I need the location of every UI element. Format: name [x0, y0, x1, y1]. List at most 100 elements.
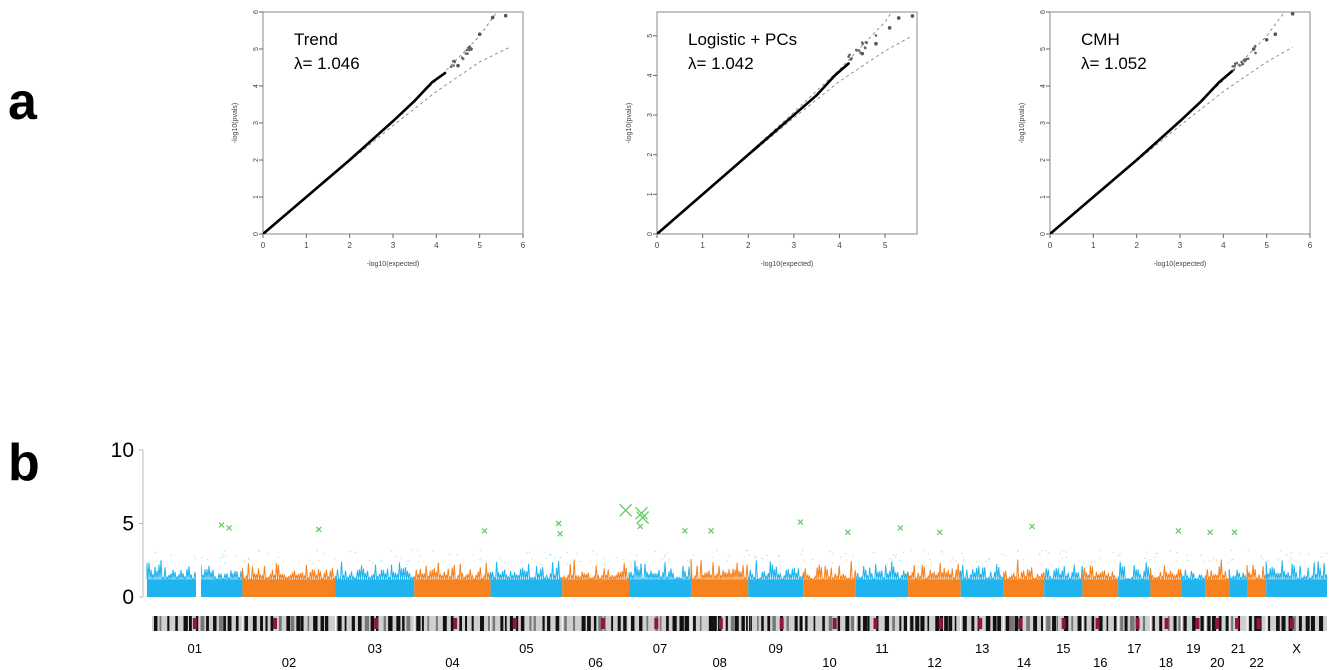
x-tick-label: 5 [883, 241, 888, 250]
ideogram-band [383, 616, 386, 631]
ideogram-band [1084, 616, 1087, 631]
snp-point [1047, 552, 1049, 554]
snp-point [456, 553, 458, 556]
snp-point [745, 550, 748, 552]
ideogram-band [573, 616, 576, 631]
ideogram-band [1046, 616, 1051, 631]
snp-point [567, 562, 569, 565]
snp-point [1059, 552, 1061, 555]
chromosome-series-19 [1180, 554, 1206, 597]
y-tick-label: 5 [253, 47, 260, 51]
lower-confidence-bound [263, 46, 511, 234]
ideogram-band [167, 616, 170, 631]
snp-band [691, 579, 749, 597]
ideogram-band [520, 616, 525, 631]
chromosome-label: X [1292, 641, 1301, 656]
significant-hit [226, 524, 233, 531]
snp-point [800, 553, 803, 556]
significant-hit [708, 527, 715, 534]
ideogram-band [799, 616, 803, 631]
ideogram-band [260, 616, 263, 631]
snp-point [603, 564, 605, 566]
chromosome-label: 04 [445, 655, 459, 670]
snp-point [345, 551, 347, 553]
chromosome-label: 16 [1093, 655, 1107, 670]
snp-spikes [802, 560, 857, 582]
significant-hit [481, 527, 488, 534]
ideogram-band [708, 616, 714, 631]
snp-point [422, 561, 424, 563]
ideogram-band [1298, 616, 1302, 631]
snp-point [636, 554, 638, 556]
snp-point [156, 561, 158, 563]
snp-spikes [747, 560, 804, 582]
x-tick-label: 0 [1048, 241, 1053, 250]
significant-hit [1207, 529, 1214, 536]
snp-point [693, 554, 695, 556]
ideogram-band [406, 616, 411, 631]
chromosome-series-07 [628, 551, 693, 597]
ideogram-band [244, 616, 248, 631]
x-axis-label: -log10(expected) [761, 261, 814, 268]
y-tick-label: 4 [647, 73, 654, 77]
snp-point [334, 558, 336, 560]
snp-point [432, 550, 434, 552]
ideogram-band [564, 616, 567, 631]
snp-point [1154, 556, 1156, 559]
chromosome-label: 19 [1186, 641, 1200, 656]
ideogram-band [370, 616, 375, 631]
observed-point [1231, 65, 1235, 68]
snp-band [748, 579, 804, 597]
ideogram-band [699, 616, 702, 631]
chromosome-series-16 [1081, 550, 1119, 597]
snp-band [803, 579, 856, 597]
snp-point [961, 552, 963, 554]
plot-area [1050, 12, 1295, 234]
y-tick-label: 0 [1040, 232, 1047, 236]
snp-point [222, 553, 224, 555]
y-tick-label: 6 [1040, 10, 1047, 14]
ideogram-band [529, 616, 532, 631]
centromere [1235, 618, 1240, 629]
y-tick-label: 1 [253, 195, 260, 199]
snp-point [1094, 561, 1096, 563]
ideogram-band [213, 616, 217, 631]
ideogram-band [509, 616, 513, 631]
snp-spikes [1228, 568, 1247, 581]
ideogram-band [1276, 616, 1280, 631]
snp-point [193, 555, 195, 558]
snp-point [411, 549, 413, 551]
snp-point [889, 558, 891, 560]
chromosome-series-22 [1246, 549, 1267, 597]
snp-point [1038, 553, 1041, 555]
ideogram-band [593, 616, 597, 631]
ideogram-band [1268, 616, 1271, 631]
ideogram-band [892, 616, 895, 631]
ideogram-band [672, 616, 677, 631]
snp-point [531, 558, 534, 560]
snp-point [766, 554, 768, 556]
snp-point [504, 562, 506, 564]
ideogram-band [1026, 616, 1030, 631]
observed-point [857, 49, 861, 52]
snp-point [689, 561, 691, 563]
snp-point [1299, 553, 1301, 555]
observed-point [452, 64, 455, 67]
ideogram-band [337, 616, 342, 631]
snp-point [1112, 552, 1115, 554]
snp-point [438, 563, 440, 565]
observed-point [461, 57, 465, 61]
centromere [600, 618, 605, 629]
snp-point [1260, 556, 1263, 558]
snp-point [540, 564, 542, 566]
qq-plot-cmh: 0 1 2 3 4 5 6 0 1 2 3 4 5 6 -log10(expected) -log10(pva… [1019, 10, 1313, 268]
snp-point [589, 561, 592, 563]
snp-point [1186, 554, 1188, 556]
ideogram-band [1063, 616, 1069, 631]
snp-point [963, 559, 965, 561]
ideogram-band [927, 616, 930, 631]
snp-point [1247, 549, 1249, 552]
ideogram-band [450, 616, 454, 631]
ideogram-band [1152, 616, 1155, 631]
ideogram-band [533, 616, 536, 631]
